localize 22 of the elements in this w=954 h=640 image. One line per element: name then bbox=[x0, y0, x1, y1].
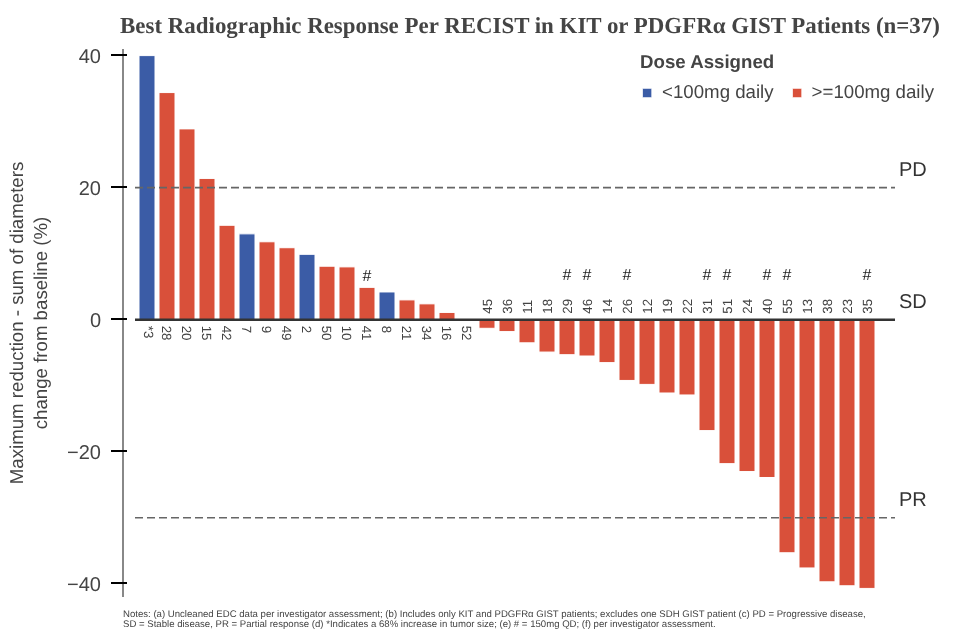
y-tick-label: −40 bbox=[67, 574, 102, 597]
ref-line-label: PD bbox=[899, 159, 927, 182]
annotation: # bbox=[862, 265, 873, 284]
y-axis-title: Maximum reduction - sum of diameters change from baseline (%) bbox=[7, 161, 52, 485]
y-tick-label: 20 bbox=[78, 178, 102, 201]
annotation: # bbox=[722, 265, 733, 284]
legend-title: Dose Assigned bbox=[640, 52, 777, 72]
legend-label: <100mg daily bbox=[662, 82, 774, 102]
y-tick-label: −20 bbox=[67, 442, 102, 465]
chart-title: Best Radiographic Response Per RECIST in KIT or PDGFRα GIST Patients (n=37) bbox=[120, 15, 941, 39]
annotation: # bbox=[362, 267, 373, 286]
annotation: # bbox=[702, 265, 713, 284]
annotation: # bbox=[562, 265, 573, 284]
annotation: # bbox=[582, 265, 593, 284]
text: SD bbox=[899, 291, 927, 314]
ref-line-label: PR bbox=[899, 489, 927, 512]
y-tick-label: 40 bbox=[78, 46, 102, 69]
legend-label: >=100mg daily bbox=[811, 82, 934, 102]
annotation: # bbox=[622, 265, 633, 284]
annotation: # bbox=[762, 265, 773, 284]
annotation: # bbox=[782, 265, 793, 284]
y-tick-label: 0 bbox=[89, 310, 102, 333]
